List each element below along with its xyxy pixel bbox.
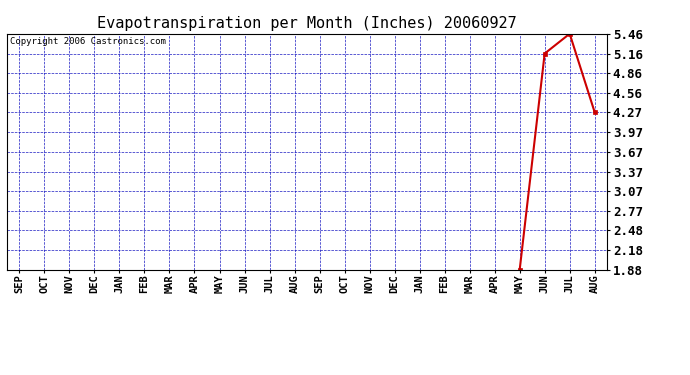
Title: Evapotranspiration per Month (Inches) 20060927: Evapotranspiration per Month (Inches) 20… bbox=[97, 16, 517, 31]
Text: Copyright 2006 Castronics.com: Copyright 2006 Castronics.com bbox=[10, 37, 166, 46]
